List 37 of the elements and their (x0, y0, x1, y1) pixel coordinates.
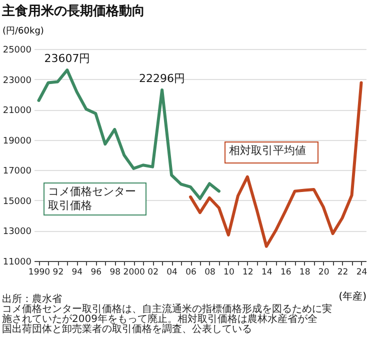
y-axis-title: (円/60kg) (2, 26, 44, 36)
x-tick-label: 18 (299, 268, 310, 278)
text: 相対取引平均値 (229, 144, 306, 157)
y-tick-label: 15000 (2, 196, 32, 207)
y-tick-label: 23000 (2, 76, 32, 86)
x-tick-label: 04 (166, 268, 178, 278)
x-tick-label: 24 (356, 268, 368, 278)
x-tick-label: 10 (224, 268, 234, 278)
chart-title: 主食用米の長期価格動向 (1, 3, 145, 19)
line-series (189, 81, 363, 248)
x-tick-label: 14 (261, 268, 272, 278)
text: 出所：農水省 (2, 293, 62, 305)
x-tick-label: 08 (204, 268, 216, 278)
annotation: 23607円 (44, 52, 90, 66)
x-tick-label: 22 (337, 268, 348, 278)
y-tick-label: 25000 (2, 46, 32, 56)
y-tick-label: 19000 (2, 136, 32, 146)
series-label: コメ価格センター取引価格 (48, 185, 136, 212)
annotation: 22296円 (139, 72, 186, 85)
x-tick-label: 2000 (123, 268, 145, 278)
x-tick-label: 96 (90, 268, 102, 278)
y-tick-label: 13000 (2, 227, 32, 238)
y-tick-label: 11000 (2, 258, 32, 268)
y-tick-label: 21000 (2, 106, 32, 116)
x-tick-label: 12 (242, 268, 254, 278)
x-tick-label: 16 (280, 268, 292, 278)
text: コメ価格センター取引価格は、自主流通米の指標価格形成を図るために実施されていたが2009年をもって廃止。相対取引価格は農林水産省が全国出荷団体と卸売業者の取引価格を調査、公表している (2, 303, 332, 335)
x-tick-label: 1990 (28, 268, 50, 278)
x-tick-label: 06 (186, 268, 196, 278)
line-series (37, 68, 220, 200)
x-tick-label: 92 (52, 268, 64, 278)
x-tick-label: 94 (72, 268, 83, 278)
x-tick-label: 20 (318, 268, 330, 278)
x-tick-label: 98 (110, 268, 121, 278)
x-axis-title: (年産) (338, 290, 367, 302)
y-tick-label: 17000 (2, 166, 32, 177)
x-tick-label: 02 (148, 268, 158, 278)
